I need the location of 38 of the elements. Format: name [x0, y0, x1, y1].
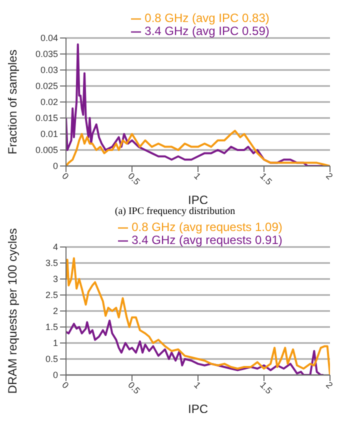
line-series [66, 320, 324, 375]
legend-label: 0.8 GHz (avg requests 1.09) [132, 220, 282, 234]
y-tick-label: 1 [52, 338, 58, 348]
legend-label: 3.4 GHz (avg requests 0.91) [132, 233, 282, 247]
y-tick-label: 2 [52, 306, 58, 316]
x-tick-label: 1 [192, 170, 203, 182]
y-tick-label: 3.5 [45, 258, 58, 268]
x-tick-label: 2 [324, 380, 335, 390]
y-tick-label: 1.5 [45, 322, 58, 332]
x-tick-label: 0.5 [126, 380, 142, 396]
y-axis-title: Fraction of samples [5, 50, 20, 154]
y-tick-label: 0 [52, 370, 58, 380]
x-tick-label: 1.5 [258, 170, 274, 187]
y-tick-label: 0.5 [45, 354, 58, 364]
y-tick-label: 0.04 [40, 33, 58, 44]
y-tick-label: 0.02 [40, 97, 58, 108]
x-tick-label: 0 [60, 380, 71, 390]
y-tick-label: 0.005 [35, 145, 58, 156]
y-axis-title: DRAM requests per 100 cycles [5, 228, 20, 394]
y-tick-label: 0.025 [35, 81, 58, 92]
y-tick-label: 3 [52, 274, 58, 284]
x-tick-label: 0.5 [126, 170, 142, 187]
x-tick-label: 2 [324, 170, 335, 182]
y-tick-label: 4 [52, 242, 58, 252]
legend-label: 3.4 GHz (avg IPC 0.59) [144, 24, 270, 38]
x-axis-title: IPC [188, 402, 208, 416]
y-tick-label: 0.01 [40, 129, 58, 140]
text: (a) IPC frequency distribution [114, 206, 236, 217]
y-tick-label: 0.015 [35, 113, 58, 124]
y-tick-label: 2.5 [45, 290, 58, 300]
y-tick-label: 0.035 [35, 49, 58, 60]
y-tick-label: 0.03 [40, 65, 58, 76]
y-tick-label: 0 [52, 161, 58, 172]
legend-label: 0.8 GHz (avg IPC 0.83) [144, 11, 270, 25]
x-tick-label: 0 [60, 170, 71, 182]
x-tick-label: 1 [192, 380, 203, 390]
x-axis-title: IPC [188, 193, 208, 207]
x-tick-label: 1.5 [258, 380, 274, 396]
